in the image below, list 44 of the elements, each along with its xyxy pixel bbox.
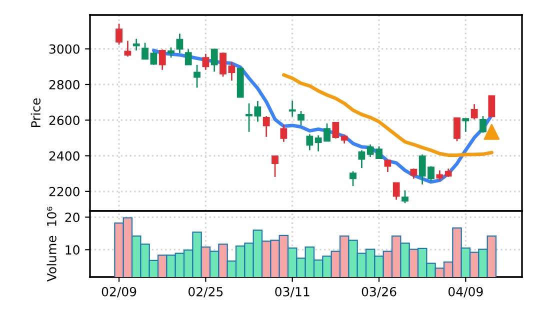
- candlestick: [194, 64, 200, 88]
- candlestick: [480, 115, 486, 134]
- candlestick: [384, 160, 392, 173]
- x-tick-label: 02/25: [188, 286, 223, 298]
- candlestick: [462, 118, 470, 133]
- candlestick: [116, 23, 122, 46]
- y-tick-label: 20: [65, 212, 80, 222]
- candlestick: [298, 110, 304, 126]
- candlestick: [488, 95, 496, 118]
- candlestick: [288, 100, 296, 118]
- candlestick: [132, 38, 140, 52]
- candlestick: [168, 46, 174, 58]
- y-tick-label: 2400: [49, 151, 80, 161]
- candlestick: [184, 48, 192, 66]
- candlestick: [392, 182, 400, 200]
- candlestick: [272, 155, 278, 178]
- x-tick-label: 04/09: [448, 286, 483, 298]
- x-tick-label: 03/11: [275, 286, 310, 298]
- candlestick: [262, 115, 270, 138]
- candlestick: [350, 170, 356, 187]
- candlestick: [410, 168, 418, 180]
- candlestick: [176, 33, 184, 54]
- y-tick-label: 10: [66, 245, 80, 255]
- candlestick: [436, 170, 444, 182]
- y-axis-title: Volume 10⁶: [46, 206, 56, 282]
- y-tick-label: 2200: [49, 186, 80, 196]
- candlestick: [202, 53, 210, 71]
- candlestick: [470, 103, 478, 120]
- candlestick: [306, 134, 314, 151]
- y-axis-title: Price: [30, 98, 40, 128]
- candlestick: [124, 40, 132, 58]
- y-tick-label: 3000: [49, 44, 80, 54]
- line-series: [282, 73, 494, 157]
- candlestick: [454, 117, 460, 142]
- y-tick-label: 2600: [49, 116, 80, 126]
- candlestick: [402, 190, 408, 204]
- candlestick: [210, 48, 218, 72]
- candlestick: [358, 150, 366, 169]
- candlestick: [280, 124, 288, 143]
- candlestick: [332, 122, 340, 140]
- y-tick-label: 2800: [49, 80, 80, 90]
- x-tick-label: 03/26: [362, 286, 396, 298]
- candlestick: [158, 48, 166, 71]
- x-tick-label: 02/09: [102, 286, 136, 298]
